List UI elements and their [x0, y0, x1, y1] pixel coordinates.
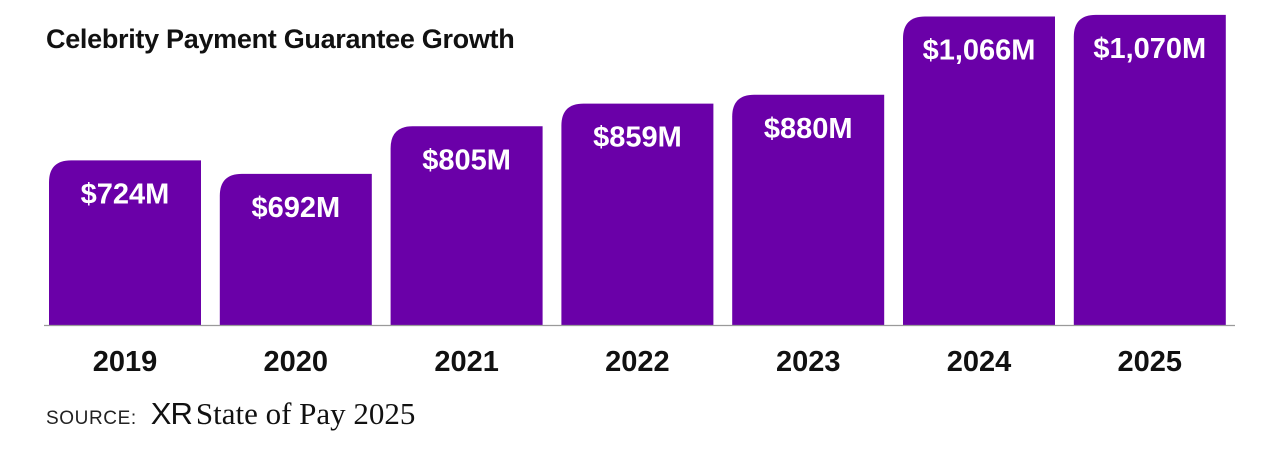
bar-value-label-2019: $724M: [81, 178, 170, 210]
bar-2019: [49, 160, 201, 325]
bar-value-label-2024: $1,066M: [923, 35, 1036, 67]
x-tick-label-2024: 2024: [947, 346, 1012, 378]
x-tick-label-2021: 2021: [434, 346, 499, 378]
bar-value-label-2022: $859M: [593, 122, 682, 154]
x-tick-label-2019: 2019: [93, 346, 158, 378]
source-name: State of Pay 2025: [195, 396, 416, 431]
bar-2020: [219, 173, 372, 325]
bar-value-label-2025: $1,070M: [1093, 33, 1206, 65]
x-tick-label-2025: 2025: [1118, 346, 1183, 378]
x-tick-label-2023: 2023: [776, 346, 841, 378]
bar-2022: [561, 103, 714, 325]
bar-value-label-2020: $692M: [251, 192, 340, 224]
bar-2021: [390, 126, 543, 325]
chart-title: Celebrity Payment Guarantee Growth: [46, 24, 515, 54]
bar-value-label-2021: $805M: [422, 144, 511, 176]
source-label: SOURCE:: [46, 408, 137, 429]
source-line: SOURCE: XR State of Pay 2025: [46, 396, 415, 432]
bar-2024: [903, 16, 1055, 326]
x-tick-label-2020: 2020: [264, 346, 329, 378]
xr-logo: XR: [150, 396, 193, 431]
bar-2025: [1073, 14, 1226, 326]
bar-2023: [732, 94, 885, 325]
x-tick-label-2022: 2022: [605, 346, 670, 378]
bar-value-label-2023: $880M: [764, 113, 853, 145]
